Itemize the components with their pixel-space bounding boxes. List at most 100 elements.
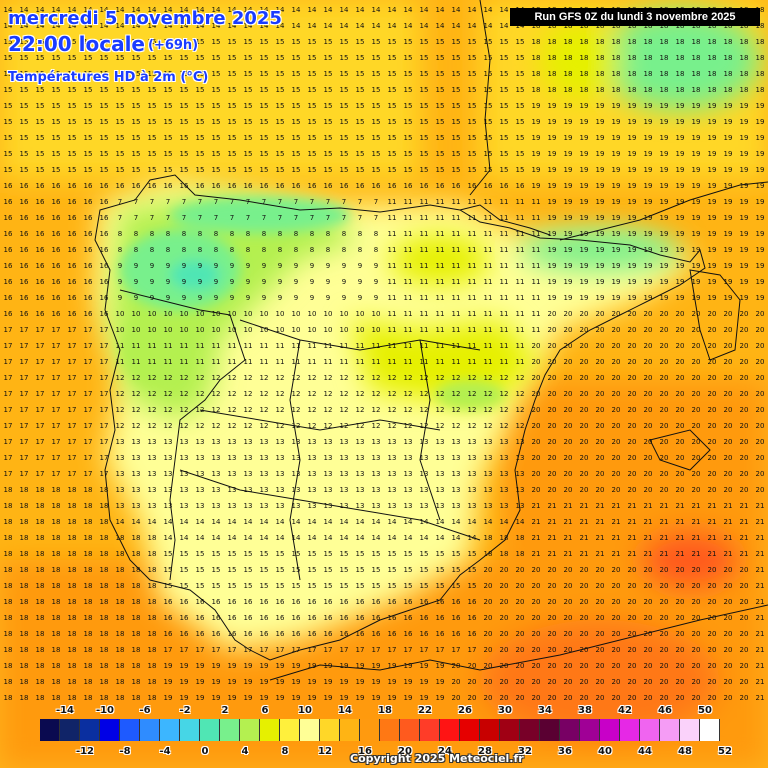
grid-value: 11 xyxy=(419,342,429,350)
grid-value: 13 xyxy=(211,502,221,510)
grid-value: 21 xyxy=(755,534,765,542)
grid-value: 20 xyxy=(563,342,573,350)
grid-value: 19 xyxy=(371,694,381,702)
grid-value: 14 xyxy=(259,6,269,14)
grid-value: 12 xyxy=(323,422,333,430)
grid-value: 18 xyxy=(19,534,29,542)
grid-value: 12 xyxy=(387,374,397,382)
grid-value: 15 xyxy=(259,70,269,78)
grid-value: 19 xyxy=(659,134,669,142)
grid-value: 20 xyxy=(675,390,685,398)
grid-value: 15 xyxy=(227,118,237,126)
grid-value: 17 xyxy=(387,646,397,654)
grid-value: 13 xyxy=(483,470,493,478)
grid-value: 20 xyxy=(499,646,509,654)
grid-value: 20 xyxy=(563,486,573,494)
grid-value: 18 xyxy=(35,534,45,542)
grid-value: 15 xyxy=(451,150,461,158)
grid-value: 16 xyxy=(227,614,237,622)
grid-value: 20 xyxy=(707,630,717,638)
grid-value: 13 xyxy=(291,502,301,510)
grid-value: 13 xyxy=(259,470,269,478)
grid-value: 13 xyxy=(435,502,445,510)
grid-value: 20 xyxy=(707,486,717,494)
grid-value: 16 xyxy=(467,182,477,190)
grid-value: 14 xyxy=(483,518,493,526)
grid-value: 13 xyxy=(483,438,493,446)
grid-value: 15 xyxy=(515,38,525,46)
grid-value: 10 xyxy=(355,326,365,334)
grid-value: 9 xyxy=(245,278,251,286)
grid-value: 7 xyxy=(357,214,363,222)
grid-value: 15 xyxy=(483,134,493,142)
grid-value: 18 xyxy=(3,614,13,622)
grid-value: 17 xyxy=(19,438,29,446)
grid-value: 15 xyxy=(467,102,477,110)
grid-value: 14 xyxy=(515,22,525,30)
grid-value: 15 xyxy=(435,70,445,78)
grid-value: 20 xyxy=(483,598,493,606)
grid-value: 15 xyxy=(339,86,349,94)
grid-value: 17 xyxy=(83,374,93,382)
legend-tick-label: -2 xyxy=(179,705,191,716)
grid-value: 18 xyxy=(691,38,701,46)
grid-value: 18 xyxy=(627,38,637,46)
legend-color-cell xyxy=(640,719,660,741)
grid-value: 18 xyxy=(19,518,29,526)
grid-value: 19 xyxy=(339,662,349,670)
grid-value: 17 xyxy=(67,374,77,382)
grid-value: 19 xyxy=(595,166,605,174)
grid-value: 20 xyxy=(595,438,605,446)
grid-value: 13 xyxy=(163,438,173,446)
grid-value: 19 xyxy=(211,662,221,670)
grid-value: 16 xyxy=(355,630,365,638)
grid-value: 16 xyxy=(403,614,413,622)
grid-value: 9 xyxy=(357,294,363,302)
grid-value: 20 xyxy=(515,646,525,654)
grid-value: 20 xyxy=(643,614,653,622)
grid-value: 19 xyxy=(675,118,685,126)
grid-value: 14 xyxy=(467,6,477,14)
grid-value: 16 xyxy=(243,182,253,190)
grid-value: 17 xyxy=(3,454,13,462)
grid-value: 20 xyxy=(547,358,557,366)
grid-value: 18 xyxy=(35,502,45,510)
grid-value: 19 xyxy=(547,134,557,142)
grid-value: 16 xyxy=(163,630,173,638)
grid-value: 20 xyxy=(643,422,653,430)
grid-value: 15 xyxy=(499,86,509,94)
grid-value: 15 xyxy=(131,134,141,142)
grid-value: 15 xyxy=(403,118,413,126)
grid-value: 15 xyxy=(131,70,141,78)
grid-value: 11 xyxy=(403,342,413,350)
grid-value: 14 xyxy=(115,22,125,30)
grid-value: 15 xyxy=(147,150,157,158)
grid-value: 20 xyxy=(675,582,685,590)
grid-value: 20 xyxy=(675,422,685,430)
grid-value: 20 xyxy=(595,390,605,398)
grid-value: 12 xyxy=(339,374,349,382)
grid-value: 14 xyxy=(323,22,333,30)
grid-value: 11 xyxy=(515,230,525,238)
grid-value: 15 xyxy=(51,134,61,142)
grid-value: 12 xyxy=(435,422,445,430)
grid-value: 20 xyxy=(707,582,717,590)
grid-value: 18 xyxy=(67,550,77,558)
grid-value: 15 xyxy=(515,134,525,142)
grid-value: 20 xyxy=(579,598,589,606)
grid-value: 12 xyxy=(211,374,221,382)
grid-value: 18 xyxy=(51,582,61,590)
grid-value: 20 xyxy=(675,566,685,574)
grid-value: 19 xyxy=(547,214,557,222)
grid-value: 20 xyxy=(755,454,765,462)
grid-value: 18 xyxy=(739,22,749,30)
legend-color-cell xyxy=(520,719,540,741)
grid-value: 15 xyxy=(403,550,413,558)
grid-value: 9 xyxy=(325,278,331,286)
grid-value: 18 xyxy=(19,678,29,686)
grid-value: 18 xyxy=(531,38,541,46)
grid-value: 20 xyxy=(675,646,685,654)
grid-value: 7 xyxy=(149,198,155,206)
grid-value: 13 xyxy=(371,454,381,462)
grid-value: 13 xyxy=(211,438,221,446)
